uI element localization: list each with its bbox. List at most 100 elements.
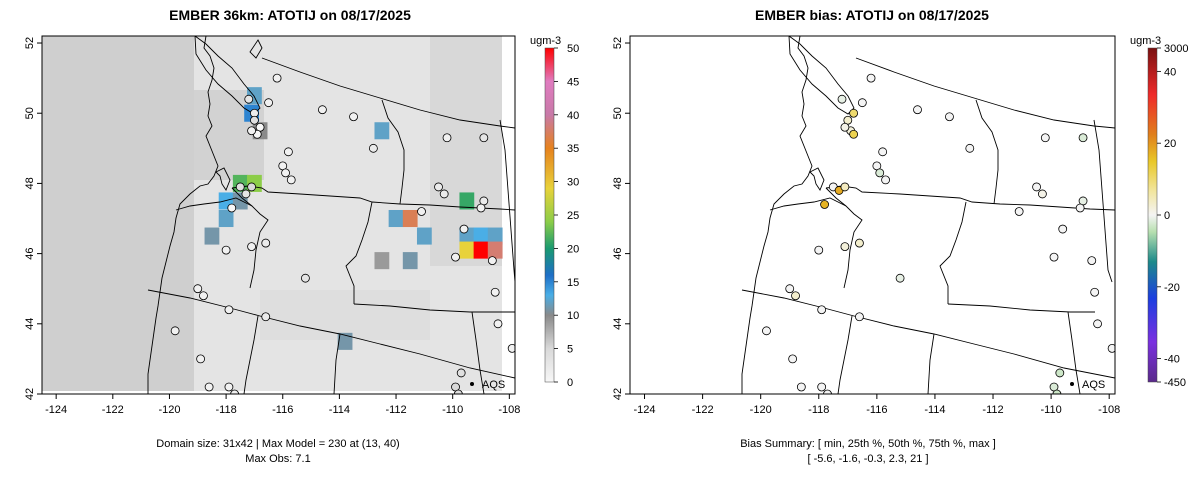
coastline: [147, 36, 219, 394]
border-id-mt: [345, 201, 373, 304]
bias-point: [881, 175, 890, 185]
x-tick-label: -122: [102, 404, 124, 416]
colorbar-unit: ugm-3: [530, 35, 561, 47]
bias-point: [849, 129, 859, 139]
legend-label-aqs: AQS: [482, 379, 505, 391]
obs-point: [439, 189, 449, 199]
colorbar-tick-label: 0: [567, 377, 573, 389]
y-tick-label: 48: [24, 177, 36, 189]
bias-point: [840, 122, 850, 132]
obs-point: [272, 73, 282, 83]
heatmap-cell: [473, 241, 489, 259]
bias-point: [1107, 343, 1115, 353]
bias-point: [796, 382, 806, 392]
colorbar-tick-label: 10: [567, 310, 579, 322]
obs-point: [451, 252, 460, 262]
footer-line-1: Bias Summary: [ min, 25th %, 50th %, 75t…: [740, 438, 996, 450]
obs-point: [199, 291, 208, 301]
border-or-nv: [243, 315, 259, 394]
x-tick-label: -114: [924, 404, 945, 416]
y-tick-label: 52: [24, 37, 36, 49]
legend-label-aqs: AQS: [1082, 379, 1105, 391]
puget-sound: [809, 167, 825, 191]
bias-point: [1090, 287, 1100, 297]
obs-point: [196, 354, 206, 364]
legend-marker-aqs: [470, 382, 474, 386]
bias-point: [1052, 389, 1062, 394]
bias-point: [1055, 368, 1065, 378]
panel-bias: EMBER bias: ATOTIJ on 08/17/2025: [612, 7, 1188, 465]
footer-line-2: Max Obs: 7.1: [245, 453, 310, 465]
heatmap-cell: [388, 209, 404, 228]
colorbar-tick-label: 25: [567, 210, 579, 222]
puget-sound: [215, 167, 231, 191]
bias-point: [785, 284, 795, 294]
river-columbia: [769, 197, 847, 211]
obs-point: [250, 115, 259, 125]
bias-point: [1049, 252, 1059, 262]
bias-point: [1087, 256, 1097, 266]
bias-point: [866, 73, 876, 83]
bias-point: [1037, 189, 1047, 199]
obs-point: [507, 343, 515, 353]
axes: -124 -122 -120 -118 -116 -114 -112 -110 -108 42 44…: [24, 37, 520, 416]
border-id-nv: [927, 333, 935, 394]
border-wa-or: [231, 187, 269, 289]
obs-point: [244, 94, 254, 104]
obs-point: [286, 175, 296, 185]
plot-area: AQS: [42, 36, 515, 394]
heatmap-cell: [459, 192, 475, 210]
obs-point: [490, 287, 500, 297]
obs-point: [476, 203, 486, 213]
heatmap-cell: [402, 209, 418, 228]
y-tick-label: 46: [612, 247, 624, 259]
border-mt-nd: [499, 119, 515, 283]
y-tick-label: 42: [24, 388, 36, 400]
map-outlines: [741, 36, 1115, 394]
heatmap-cell: [487, 241, 503, 259]
colorbar-tick-label: 30: [567, 177, 579, 189]
lake-coast-2: [249, 39, 263, 59]
bias-point: [837, 94, 847, 104]
heatmap-cell: [374, 252, 390, 270]
map-outlines: [147, 36, 515, 394]
bias-point: [1075, 203, 1085, 213]
obs-point: [442, 133, 452, 143]
border-wy: [1067, 311, 1081, 394]
bias-point: [814, 245, 824, 255]
obs-point: [261, 238, 271, 248]
panel-title: EMBER bias: ATOTIJ on 08/17/2025: [755, 7, 989, 23]
border-wy: [471, 311, 485, 394]
colorbar-unit: ugm-3: [1130, 35, 1161, 47]
x-tick-label: -120: [750, 404, 772, 416]
legend-marker-aqs: [1070, 382, 1074, 386]
bias-point: [857, 98, 867, 108]
bias-points: [762, 73, 1115, 394]
y-tick-label: 52: [612, 37, 624, 49]
x-tick-label: -120: [158, 404, 180, 416]
plot-area: AQS: [630, 36, 1115, 394]
obs-point: [227, 203, 237, 213]
bias-point: [878, 147, 888, 157]
bias-point: [875, 168, 885, 178]
heatmap-cell-ocean: [42, 36, 194, 391]
heatmap-cell: [473, 227, 489, 245]
obs-point: [417, 207, 426, 216]
y-tick-label: 42: [612, 388, 624, 400]
bias-point: [1058, 224, 1068, 234]
colorbar-tick-label: -40: [1164, 354, 1180, 366]
obs-point: [221, 245, 231, 255]
coastline: [741, 36, 813, 394]
colorbar-tick-label: 0: [1164, 210, 1170, 222]
obs-point: [456, 368, 466, 378]
colorbar-body: [544, 47, 555, 383]
colorbar-tick-label: 20: [567, 243, 579, 255]
bias-point: [817, 305, 827, 315]
obs-point: [235, 182, 245, 192]
y-tick-label: 44: [612, 318, 624, 330]
colorbar-tick-label: 15: [567, 277, 579, 289]
y-tick-label: 48: [612, 177, 624, 189]
bias-point: [855, 312, 864, 322]
